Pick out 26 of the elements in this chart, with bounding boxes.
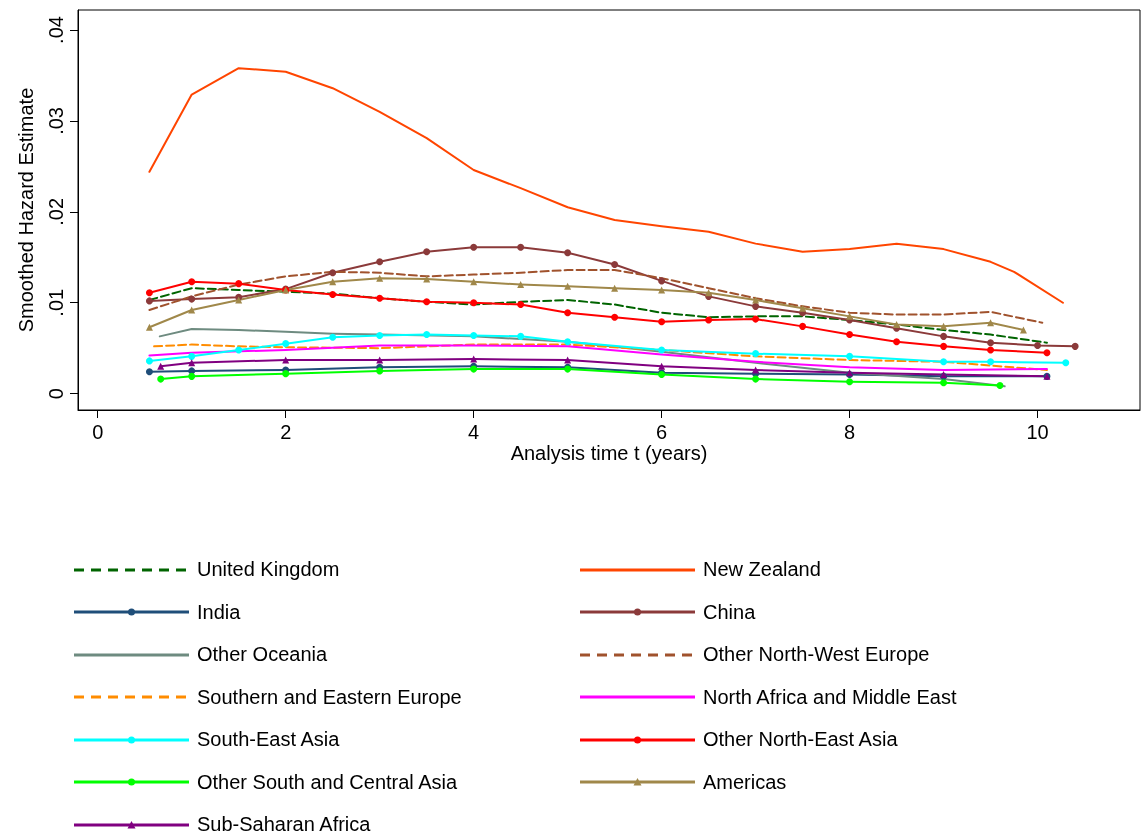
legend-label: North Africa and Middle East bbox=[703, 685, 957, 709]
legend-label: United Kingdom bbox=[197, 558, 340, 581]
x-tick-label: 6 bbox=[656, 421, 668, 443]
legend-label: Other Oceania bbox=[197, 643, 328, 666]
x-tick-label: 2 bbox=[280, 421, 292, 443]
y-tick-label: .04 bbox=[45, 16, 67, 44]
x-tick-label: 10 bbox=[1026, 421, 1049, 443]
x-tick-label: 8 bbox=[844, 421, 856, 443]
y-axis-title: Smoothed Hazard Estimate bbox=[15, 87, 37, 333]
x-axis-title: Analysis time t (years) bbox=[510, 441, 708, 464]
legend-label: South-East Asia bbox=[197, 728, 340, 751]
legend-label: Sub-Saharan Africa bbox=[197, 813, 371, 836]
y-tick-label: .03 bbox=[45, 107, 67, 135]
legend-label: Americas bbox=[703, 770, 787, 794]
legend-label: New Zealand bbox=[703, 558, 821, 581]
y-tick-label: .01 bbox=[45, 288, 67, 317]
legend-label: Other North-East Asia bbox=[703, 728, 898, 751]
legend-label: Southern and Eastern Europe bbox=[197, 685, 462, 709]
legend-label: India bbox=[197, 600, 241, 624]
legend-label: Other South and Central Asia bbox=[197, 770, 458, 794]
legend-label: China bbox=[703, 600, 756, 624]
x-tick-label: 0 bbox=[92, 421, 104, 443]
x-tick-label: 4 bbox=[468, 421, 480, 443]
y-tick-label: 0 bbox=[45, 388, 67, 400]
legend-label: Other North-West Europe bbox=[703, 643, 930, 666]
y-tick-label: .02 bbox=[45, 197, 67, 226]
